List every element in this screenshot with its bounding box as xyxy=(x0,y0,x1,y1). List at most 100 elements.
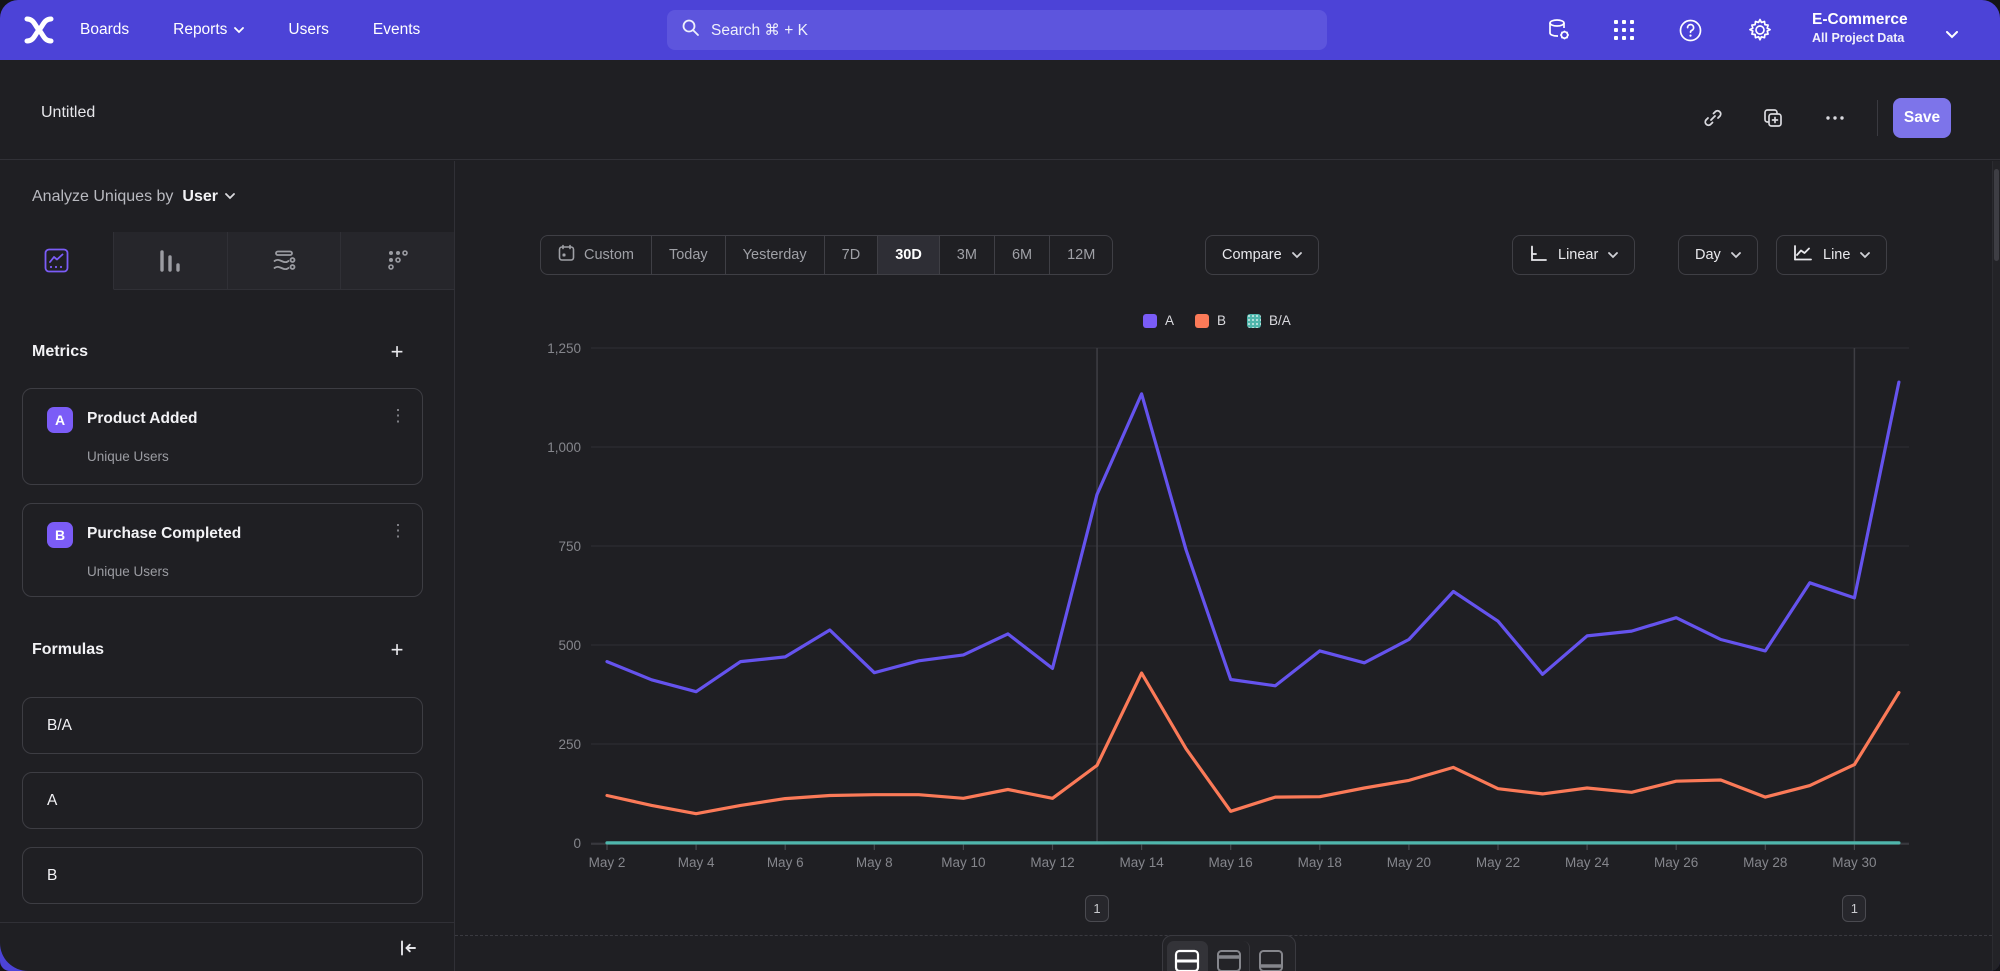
range-today[interactable]: Today xyxy=(652,236,726,274)
scale-dropdown[interactable]: Linear xyxy=(1512,235,1636,275)
chart-main-area: Custom Today Yesterday 7D 30D 3M 6M 12M … xyxy=(455,161,2000,971)
project-switcher[interactable]: E-Commerce All Project Data xyxy=(1812,10,1908,46)
report-title[interactable]: Untitled xyxy=(41,104,96,121)
legend-item-b[interactable]: B xyxy=(1195,313,1226,328)
project-name: E-Commerce xyxy=(1812,11,1908,28)
metric-badge: B xyxy=(47,522,73,548)
more-options-icon[interactable] xyxy=(1820,103,1850,133)
nav-item-reports[interactable]: Reports xyxy=(173,21,245,39)
global-search-input[interactable]: Search ⌘ + K xyxy=(667,10,1327,50)
range-3m[interactable]: 3M xyxy=(940,236,995,274)
range-30d[interactable]: 30D xyxy=(878,236,940,274)
save-button[interactable]: Save xyxy=(1893,98,1951,138)
data-management-icon[interactable] xyxy=(1545,16,1573,44)
formula-label: B/A xyxy=(47,716,72,734)
svg-text:May 26: May 26 xyxy=(1654,855,1698,870)
view-table-bottom-icon[interactable] xyxy=(1251,941,1291,971)
scrollbar-thumb[interactable] xyxy=(1994,169,1999,261)
analyze-uniques-row: Analyze Uniques by User xyxy=(0,161,454,232)
mixpanel-logo-icon[interactable] xyxy=(22,14,56,46)
top-navbar: Boards Reports Users Events Search ⌘ + K xyxy=(0,0,2000,60)
chart-type-tabstrip xyxy=(0,232,454,290)
svg-text:May 8: May 8 xyxy=(856,855,893,870)
nav-item-label: Events xyxy=(372,21,421,38)
range-label: 12M xyxy=(1067,247,1096,263)
analyze-entity-value: User xyxy=(182,187,218,205)
svg-text:May 16: May 16 xyxy=(1209,855,1253,870)
legend-item-ba[interactable]: B/A xyxy=(1247,313,1291,328)
granularity-dropdown[interactable]: Day xyxy=(1678,235,1758,275)
workspace: Analyze Uniques by User xyxy=(0,161,2000,971)
range-label: 6M xyxy=(1011,247,1033,263)
range-7d[interactable]: 7D xyxy=(825,236,879,274)
add-formula-button[interactable]: + xyxy=(390,637,404,662)
duplicate-icon[interactable] xyxy=(1758,103,1788,133)
chevron-down-icon xyxy=(1291,251,1302,259)
copy-link-icon[interactable] xyxy=(1698,103,1728,133)
calendar-icon xyxy=(558,244,575,266)
annotation-badge[interactable]: 1 xyxy=(1842,895,1867,922)
formula-card-b[interactable]: B xyxy=(22,847,423,904)
range-6m[interactable]: 6M xyxy=(995,236,1051,274)
chart-type-label: Line xyxy=(1823,247,1851,263)
divider xyxy=(0,922,454,923)
metric-card-purchase-completed[interactable]: B Purchase Completed ⋮ Unique Users xyxy=(22,503,423,597)
chevron-down-icon xyxy=(1860,251,1871,259)
legend-item-a[interactable]: A xyxy=(1143,313,1174,328)
tab-bar-chart[interactable] xyxy=(113,232,228,290)
view-split-even-icon[interactable] xyxy=(1167,941,1208,971)
add-metric-button[interactable]: + xyxy=(390,339,404,364)
nav-item-boards[interactable]: Boards xyxy=(80,21,129,39)
settings-gear-icon[interactable] xyxy=(1746,16,1774,44)
primary-nav: Boards Reports Users Events xyxy=(80,0,420,60)
metrics-section-title: Metrics xyxy=(32,343,89,360)
tab-retention[interactable] xyxy=(341,232,454,290)
view-chart-top-icon[interactable] xyxy=(1209,941,1250,971)
metric-options-icon[interactable]: ⋮ xyxy=(389,406,407,425)
formula-card-a[interactable]: A xyxy=(22,772,423,829)
range-12m[interactable]: 12M xyxy=(1050,236,1112,274)
chevron-down-icon xyxy=(1608,251,1619,259)
nav-item-label: Boards xyxy=(80,21,130,38)
svg-text:May 24: May 24 xyxy=(1565,855,1610,870)
line-chart[interactable]: 0 250 500 750 1,000 1,250 May 2 May 4 May 6 May 8… xyxy=(519,335,1919,935)
tab-flows[interactable] xyxy=(227,232,342,290)
chart-type-dropdown[interactable]: Line xyxy=(1776,235,1888,275)
scrollbar[interactable] xyxy=(1992,161,2000,971)
nav-item-users[interactable]: Users xyxy=(288,21,328,39)
legend-swatch-b xyxy=(1195,313,1210,328)
compare-dropdown[interactable]: Compare xyxy=(1205,235,1319,275)
svg-text:May 14: May 14 xyxy=(1119,855,1164,870)
tab-insights-line[interactable] xyxy=(0,232,114,290)
formula-card-ba[interactable]: B/A xyxy=(22,697,423,754)
report-titlebar: Untitled Save xyxy=(0,60,2000,160)
nav-item-events[interactable]: Events xyxy=(373,21,420,39)
apps-grid-icon[interactable] xyxy=(1610,16,1638,44)
help-icon[interactable] xyxy=(1676,16,1704,44)
query-sidebar: Analyze Uniques by User xyxy=(0,161,455,971)
range-yesterday[interactable]: Yesterday xyxy=(726,236,825,274)
range-label: Custom xyxy=(584,247,634,263)
metric-card-product-added[interactable]: A Product Added ⋮ Unique Users xyxy=(22,388,423,485)
metric-subtitle[interactable]: Unique Users xyxy=(87,564,169,579)
compare-label: Compare xyxy=(1222,247,1282,263)
metric-subtitle[interactable]: Unique Users xyxy=(87,449,169,464)
svg-text:May 10: May 10 xyxy=(941,855,985,870)
legend-swatch-a xyxy=(1143,313,1157,328)
svg-text:May 28: May 28 xyxy=(1743,855,1787,870)
analyze-entity-dropdown[interactable]: User xyxy=(182,188,235,206)
svg-text:May 4: May 4 xyxy=(678,855,715,870)
svg-text:May 30: May 30 xyxy=(1832,855,1876,870)
range-custom[interactable]: Custom xyxy=(541,236,652,274)
svg-text:May 18: May 18 xyxy=(1298,855,1342,870)
view-layout-toggle xyxy=(1162,935,1296,971)
legend-swatch-ba xyxy=(1247,313,1262,328)
collapse-sidebar-icon[interactable] xyxy=(392,933,424,963)
range-label: 7D xyxy=(841,247,861,263)
metric-options-icon[interactable]: ⋮ xyxy=(389,521,407,540)
chart-legend: A B B/A xyxy=(1143,313,1291,328)
search-placeholder: Search ⌘ + K xyxy=(711,21,808,39)
svg-text:May 20: May 20 xyxy=(1387,855,1431,870)
annotation-badge[interactable]: 1 xyxy=(1085,895,1110,922)
